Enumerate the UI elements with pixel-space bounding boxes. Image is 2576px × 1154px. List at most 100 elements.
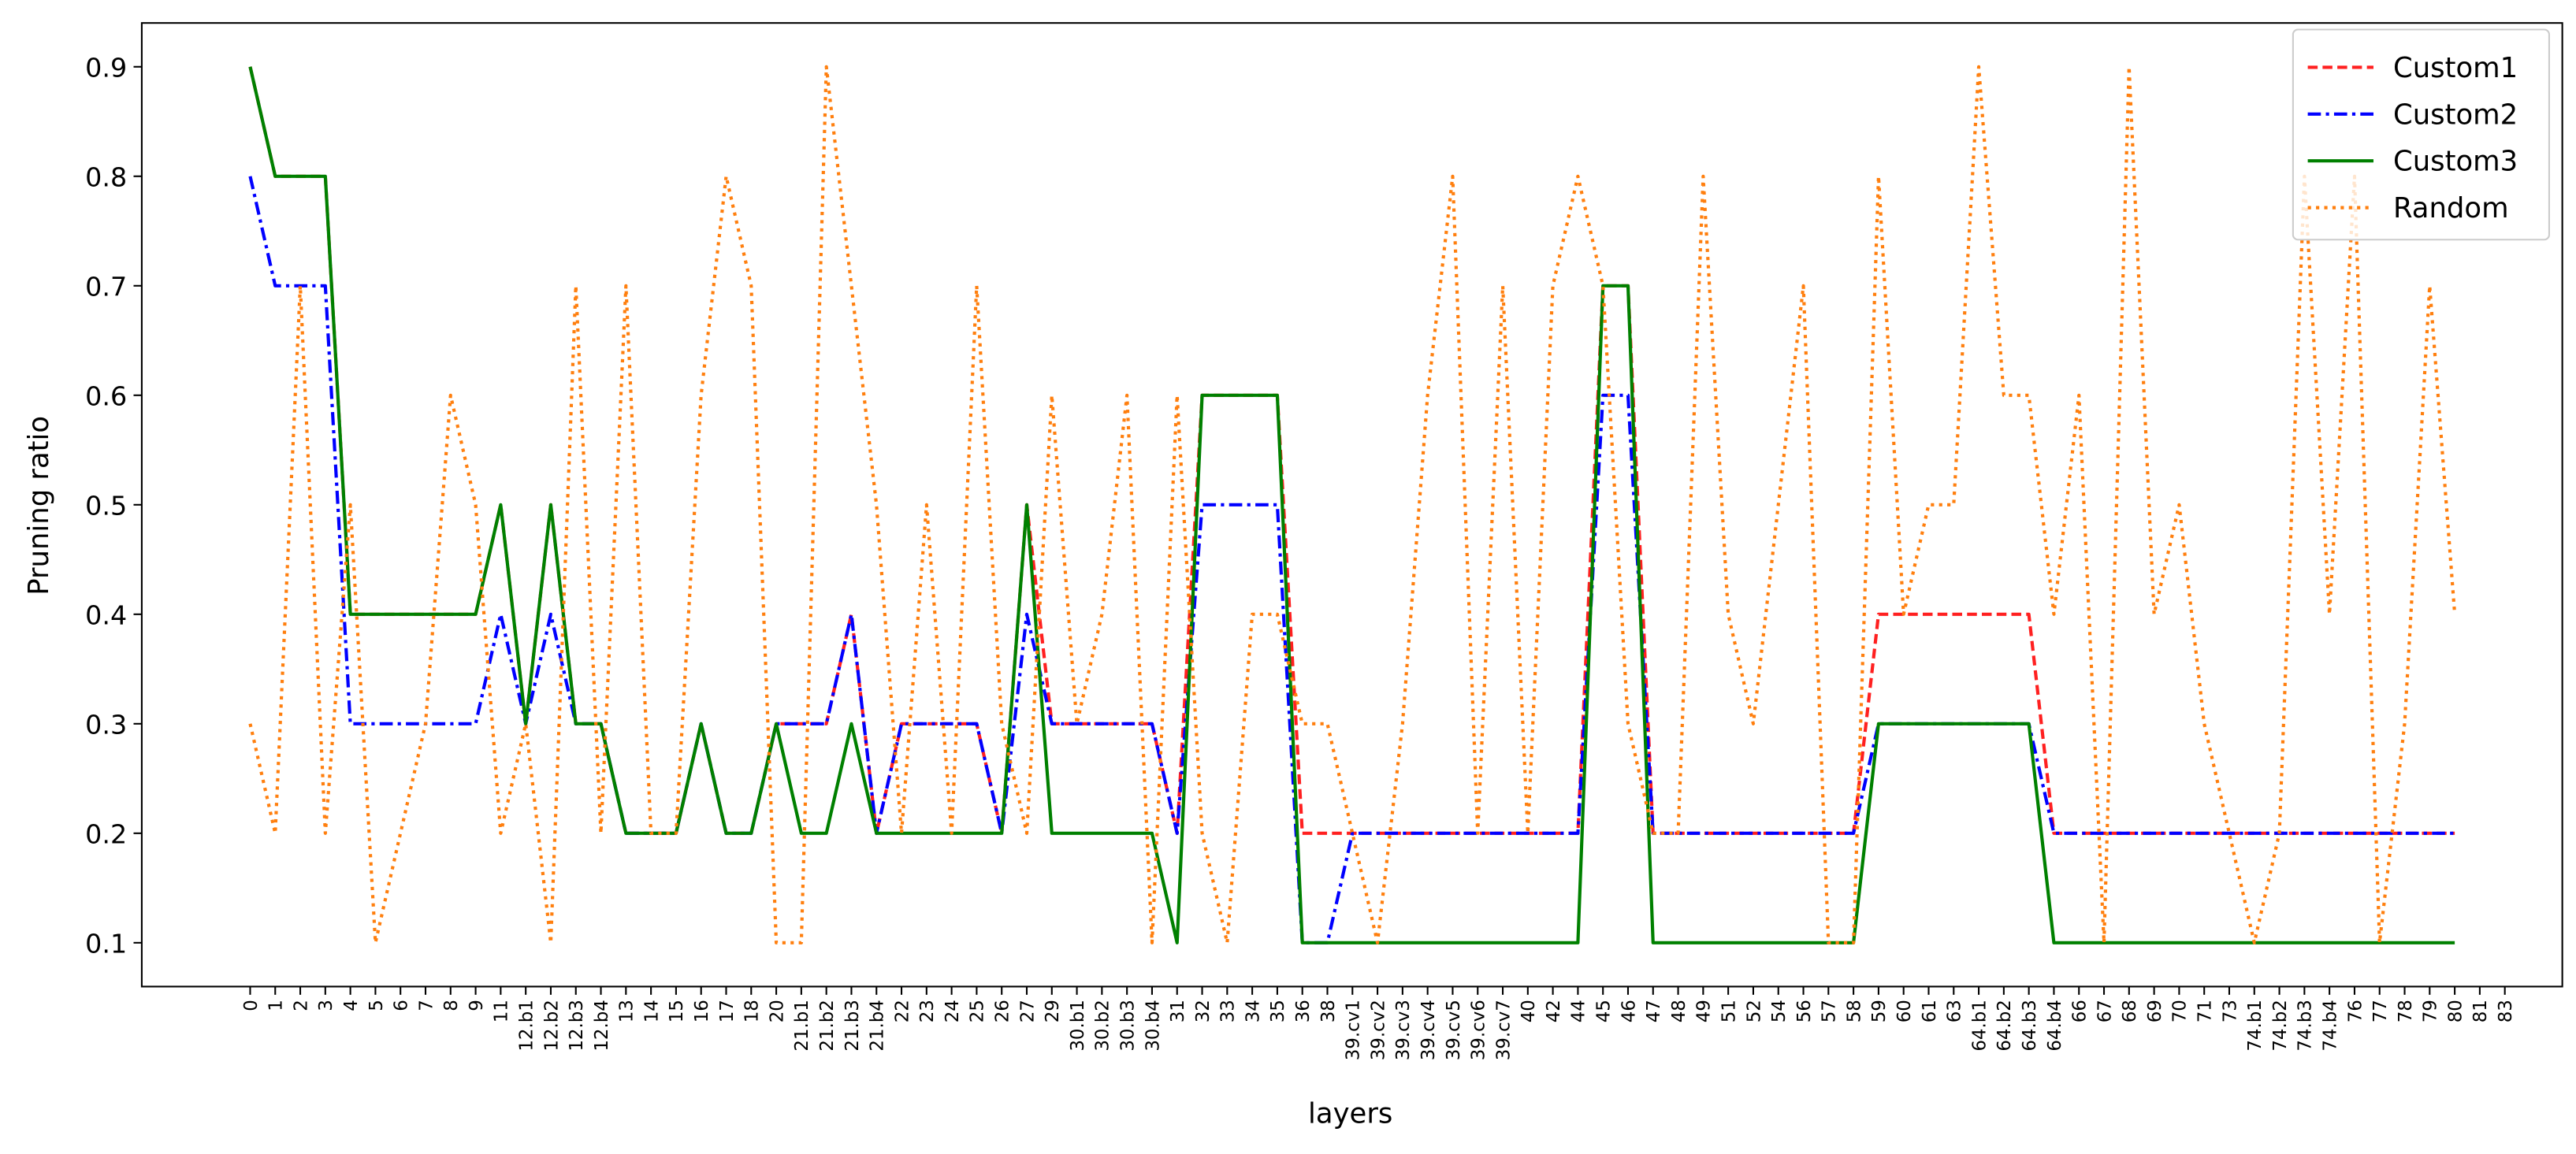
x-tick-label: 51	[1719, 1000, 1739, 1022]
x-tick-label: 58	[1844, 1000, 1864, 1022]
x-tick-label: 39.cv2	[1368, 1000, 1388, 1060]
x-tick-label: 13	[617, 1000, 637, 1022]
x-tick-label: 21.b3	[842, 1000, 863, 1052]
x-tick-label: 16	[692, 1000, 712, 1022]
x-tick-label: 78	[2396, 1000, 2416, 1022]
x-tick-label: 49	[1694, 1000, 1715, 1022]
x-tick-label: 12.b4	[592, 1000, 612, 1052]
x-tick-label: 48	[1669, 1000, 1689, 1022]
x-tick-label: 33	[1218, 1000, 1239, 1022]
y-tick-label: 0.9	[85, 52, 127, 83]
x-tick-label: 61	[1920, 1000, 1940, 1022]
x-tick-label: 74.b1	[2245, 1000, 2266, 1052]
x-tick-label: 21.b2	[817, 1000, 838, 1052]
x-tick-label: 39.cv1	[1344, 1000, 1364, 1060]
x-tick-label: 74.b2	[2270, 1000, 2291, 1052]
x-tick-label: 5	[366, 1000, 387, 1011]
y-tick-label: 0.5	[85, 490, 127, 521]
x-tick-label: 39.cv7	[1493, 1000, 1514, 1060]
x-tick-label: 77	[2370, 1000, 2391, 1022]
legend-frame	[2292, 28, 2550, 241]
x-tick-label: 45	[1594, 1000, 1615, 1022]
x-tick-label: 63	[1945, 1000, 1965, 1022]
x-tick-label: 79	[2421, 1000, 2441, 1022]
x-tick-label: 30.b1	[1068, 1000, 1088, 1052]
y-tick-label: 0.1	[85, 928, 127, 959]
x-tick-label: 3	[316, 1000, 336, 1011]
x-tick-label: 29	[1043, 1000, 1063, 1022]
x-tick-label: 7	[416, 1000, 437, 1011]
x-tick-label: 9	[467, 1000, 487, 1011]
x-tick-label: 73	[2220, 1000, 2240, 1022]
x-tick-label: 64.b4	[2045, 1000, 2065, 1052]
x-tick-label: 47	[1644, 1000, 1664, 1022]
x-tick-label: 31	[1168, 1000, 1188, 1022]
x-tick-label: 54	[1769, 1000, 1790, 1022]
line-series	[248, 66, 2455, 944]
legend-label: Random	[2393, 192, 2509, 224]
x-tick-label: 57	[1820, 1000, 1840, 1022]
y-tick-label: 0.2	[85, 818, 127, 849]
x-tick-label: 71	[2195, 1000, 2216, 1022]
line-series	[248, 176, 2455, 944]
x-tick-label: 80	[2445, 1000, 2466, 1022]
legend-label: Custom2	[2393, 98, 2518, 131]
x-tick-label: 40	[1518, 1000, 1539, 1022]
x-tick-label: 21.b4	[868, 1000, 888, 1052]
y-tick-label: 0.4	[85, 599, 127, 630]
x-tick-label: 6	[392, 1000, 412, 1011]
x-tick-label: 39.cv5	[1444, 1000, 1464, 1060]
x-tick-label: 38	[1318, 1000, 1339, 1022]
x-tick-label: 21.b1	[792, 1000, 812, 1052]
x-tick-label: 39.cv3	[1393, 1000, 1414, 1060]
x-tick-label: 30.b4	[1143, 1000, 1163, 1052]
x-tick-label: 26	[993, 1000, 1013, 1022]
x-tick-label: 24	[942, 1000, 963, 1022]
x-tick-label: 67	[2095, 1000, 2115, 1022]
x-tick-label: 52	[1744, 1000, 1764, 1022]
x-tick-label: 81	[2470, 1000, 2491, 1022]
x-tick-label: 46	[1619, 1000, 1639, 1022]
x-tick-label: 76	[2345, 1000, 2366, 1022]
x-tick-label: 20	[767, 1000, 787, 1022]
x-tick-label: 64.b2	[1994, 1000, 2015, 1052]
x-tick-label: 60	[1894, 1000, 1915, 1022]
x-axis-label: layers	[1308, 1097, 1392, 1130]
x-tick-label: 30.b3	[1117, 1000, 1138, 1052]
x-tick-label: 69	[2145, 1000, 2165, 1022]
x-tick-label: 74.b4	[2320, 1000, 2340, 1052]
x-tick-label: 64.b3	[2020, 1000, 2040, 1052]
x-tick-label: 44	[1569, 1000, 1589, 1022]
x-tick-label: 83	[2496, 1000, 2516, 1022]
plot-area	[248, 65, 2457, 944]
x-tick-label: 12.b3	[567, 1000, 587, 1052]
x-tick-label: 0	[241, 1000, 262, 1011]
x-tick-label: 36	[1293, 1000, 1314, 1022]
x-tick-label: 2	[291, 1000, 311, 1011]
x-tick-label: 23	[917, 1000, 938, 1022]
legend-label: Custom1	[2393, 52, 2518, 84]
x-tick-label: 66	[2070, 1000, 2091, 1022]
x-tick-label: 56	[1794, 1000, 1815, 1022]
x-tick-label: 39.cv4	[1418, 1000, 1439, 1060]
x-tick-label: 12.b2	[541, 1000, 562, 1052]
x-tick-label: 15	[667, 1000, 687, 1022]
x-tick-label: 74.b3	[2295, 1000, 2316, 1052]
y-tick-label: 0.7	[85, 271, 127, 302]
x-tick-label: 70	[2170, 1000, 2191, 1022]
x-tick-label: 35	[1268, 1000, 1288, 1022]
x-tick-label: 17	[717, 1000, 738, 1022]
x-tick-label: 42	[1544, 1000, 1564, 1022]
x-tick-label: 64.b1	[1969, 1000, 1990, 1052]
x-tick-label: 4	[341, 1000, 362, 1011]
legend-label: Custom3	[2393, 146, 2518, 178]
y-tick-label: 0.6	[85, 380, 127, 411]
x-tick-label: 25	[968, 1000, 988, 1022]
x-tick-label: 39.cv6	[1469, 1000, 1489, 1060]
x-tick-label: 14	[641, 1000, 662, 1022]
x-tick-label: 22	[892, 1000, 913, 1022]
line-series	[248, 65, 2457, 944]
x-tick-label: 12.b1	[517, 1000, 537, 1052]
x-tick-label: 30.b2	[1093, 1000, 1113, 1052]
